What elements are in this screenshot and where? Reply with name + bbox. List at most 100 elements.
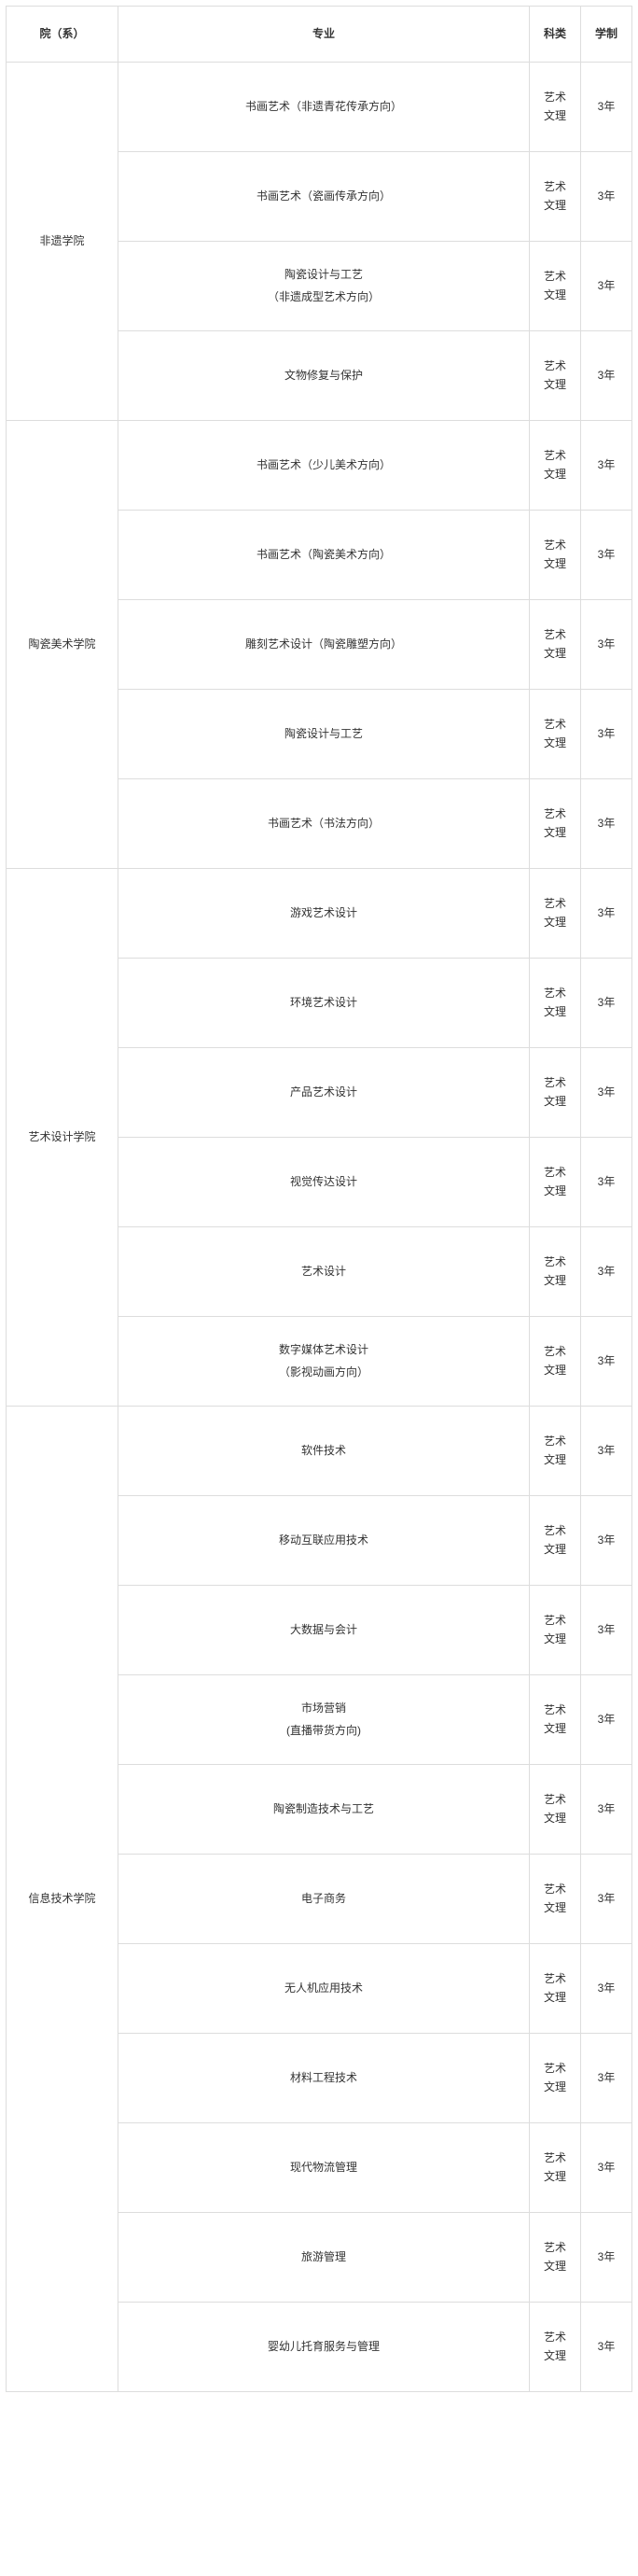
header-major: 专业 [118,7,530,63]
major-cell: 现代物流管理 [118,2123,530,2213]
category-line: 艺术 [534,1881,576,1898]
major-cell: 移动互联应用技术 [118,1496,530,1586]
duration-cell: 3年 [581,1675,632,1765]
category-line: 文理 [534,1810,576,1827]
major-cell: 材料工程技术 [118,2034,530,2123]
category-line: 艺术 [534,89,576,106]
category-line: 艺术 [534,716,576,734]
category-cell: 艺术文理 [530,1496,581,1586]
category-line: 艺术 [534,1522,576,1540]
category-cell: 艺术文理 [530,331,581,421]
major-line: (直播带货方向) [122,1722,525,1740]
header-category: 科类 [530,7,581,63]
category-line: 文理 [534,287,576,304]
category-line: 艺术 [534,537,576,554]
category-cell: 艺术文理 [530,1138,581,1227]
header-dept: 院（系） [7,7,118,63]
major-cell: 婴幼儿托育服务与管理 [118,2303,530,2392]
category-line: 艺术 [534,805,576,823]
category-cell: 艺术文理 [530,2034,581,2123]
category-line: 艺术 [534,357,576,375]
category-line: 艺术 [534,2149,576,2167]
category-cell: 艺术文理 [530,63,581,152]
program-table: 院（系） 专业 科类 学制 非遗学院书画艺术（非遗青花传承方向）艺术文理3年书画… [6,6,632,2392]
header-duration: 学制 [581,7,632,63]
category-line: 文理 [534,2258,576,2275]
table-row: 艺术设计学院游戏艺术设计艺术文理3年 [7,869,632,959]
table-header: 院（系） 专业 科类 学制 [7,7,632,63]
category-line: 文理 [534,1093,576,1111]
category-line: 文理 [534,2079,576,2096]
major-cell: 陶瓷设计与工艺 （非遗成型艺术方向） [118,242,530,331]
category-cell: 艺术文理 [530,1048,581,1138]
category-cell: 艺术文理 [530,1586,581,1675]
dept-cell: 信息技术学院 [7,1407,118,2392]
category-cell: 艺术文理 [530,779,581,869]
duration-cell: 3年 [581,1586,632,1675]
major-cell: 书画艺术（瓷画传承方向） [118,152,530,242]
category-cell: 艺术文理 [530,600,581,690]
duration-cell: 3年 [581,1765,632,1855]
major-line: 市场营销 [122,1700,525,1717]
dept-cell: 非遗学院 [7,63,118,421]
duration-cell: 3年 [581,1317,632,1407]
category-line: 艺术 [534,447,576,465]
category-line: 文理 [534,1899,576,1917]
category-cell: 艺术文理 [530,869,581,959]
category-line: 文理 [534,1989,576,2007]
category-line: 文理 [534,1003,576,1021]
category-line: 文理 [534,466,576,483]
category-line: 文理 [534,197,576,215]
duration-cell: 3年 [581,63,632,152]
category-line: 艺术 [534,1701,576,1719]
duration-cell: 3年 [581,2123,632,2213]
category-line: 文理 [534,107,576,125]
category-line: 艺术 [534,178,576,196]
major-line: 陶瓷设计与工艺 [122,266,525,284]
category-line: 艺术 [534,895,576,913]
major-cell: 视觉传达设计 [118,1138,530,1227]
category-cell: 艺术文理 [530,690,581,779]
duration-cell: 3年 [581,511,632,600]
category-line: 艺术 [534,1253,576,1271]
major-cell: 旅游管理 [118,2213,530,2303]
category-line: 文理 [534,2347,576,2365]
category-line: 艺术 [534,2329,576,2346]
duration-cell: 3年 [581,1855,632,1944]
category-line: 文理 [534,1720,576,1738]
category-line: 艺术 [534,1970,576,1988]
duration-cell: 3年 [581,2303,632,2392]
duration-cell: 3年 [581,600,632,690]
category-line: 文理 [534,1272,576,1290]
category-line: 文理 [534,1451,576,1469]
duration-cell: 3年 [581,1138,632,1227]
category-cell: 艺术文理 [530,1317,581,1407]
major-cell: 无人机应用技术 [118,1944,530,2034]
category-line: 艺术 [534,985,576,1002]
major-cell: 文物修复与保护 [118,331,530,421]
category-line: 文理 [534,1183,576,1200]
major-cell: 产品艺术设计 [118,1048,530,1138]
category-cell: 艺术文理 [530,1765,581,1855]
duration-cell: 3年 [581,869,632,959]
category-line: 艺术 [534,1074,576,1092]
major-line: 数字媒体艺术设计 [122,1341,525,1359]
duration-cell: 3年 [581,1048,632,1138]
category-line: 艺术 [534,268,576,286]
major-cell: 书画艺术（书法方向） [118,779,530,869]
dept-cell: 艺术设计学院 [7,869,118,1407]
category-line: 文理 [534,1541,576,1559]
major-cell: 环境艺术设计 [118,959,530,1048]
duration-cell: 3年 [581,421,632,511]
major-line: （非遗成型艺术方向） [122,288,525,306]
major-cell: 市场营销 (直播带货方向) [118,1675,530,1765]
category-cell: 艺术文理 [530,2303,581,2392]
category-line: 文理 [534,555,576,573]
category-line: 文理 [534,645,576,663]
table-row: 非遗学院书画艺术（非遗青花传承方向）艺术文理3年 [7,63,632,152]
major-cell: 陶瓷设计与工艺 [118,690,530,779]
category-cell: 艺术文理 [530,1227,581,1317]
category-line: 文理 [534,914,576,931]
major-cell: 软件技术 [118,1407,530,1496]
major-cell: 陶瓷制造技术与工艺 [118,1765,530,1855]
